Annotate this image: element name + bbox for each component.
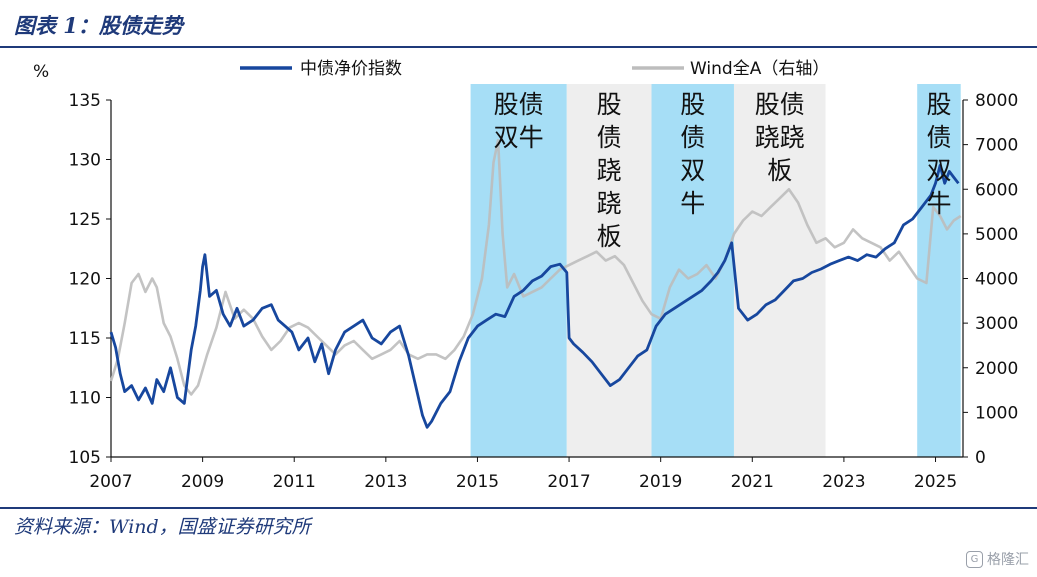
right-tick-label: 0: [975, 448, 986, 468]
right-tick-label: 3000: [975, 314, 1018, 334]
title-bar: 图表 1：股债走势: [0, 0, 1037, 48]
shaded-region-label: 债: [597, 123, 622, 152]
right-tick-label: 8000: [975, 91, 1018, 111]
right-tick-label: 1000: [975, 403, 1018, 423]
right-tick-label: 2000: [975, 359, 1018, 379]
shaded-region-label: 股: [680, 90, 705, 119]
shaded-region-label: 双牛: [494, 123, 544, 152]
chart: 105 110 115 120 125 130 135% 0 1000 2000 3000 4000 5…: [33, 59, 1018, 492]
x-tick-label: 2019: [639, 472, 682, 492]
shaded-region-bull: [917, 84, 961, 457]
left-axis-unit: %: [33, 62, 49, 82]
x-tick-label: 2017: [547, 472, 590, 492]
shaded-region-label: 跷: [597, 189, 622, 218]
legend: 中债净价指数 Wind全A（右轴）: [240, 59, 829, 79]
shaded-region-label: 债: [680, 123, 705, 152]
shaded-region-label: 板: [597, 222, 622, 251]
right-tick-label: 7000: [975, 136, 1018, 156]
x-tick-label: 2015: [456, 472, 499, 492]
x-tick-label: 2023: [822, 472, 865, 492]
right-tick-label: 4000: [975, 270, 1018, 290]
left-tick-label: 110: [69, 389, 101, 409]
left-tick-label: 115: [69, 329, 101, 349]
bond-series-line: [109, 163, 960, 429]
x-tick-label: 2007: [89, 472, 132, 492]
x-tick-label: 2009: [181, 472, 224, 492]
watermark-text: 格隆汇: [987, 552, 1029, 568]
left-tick-label: 105: [69, 448, 101, 468]
shaded-region-label: 跷跷: [755, 123, 805, 152]
legend-label-bond: 中债净价指数: [300, 59, 402, 79]
shaded-region-label: 牛: [680, 189, 705, 218]
chart-title: 图表 1：股债走势: [14, 13, 183, 38]
series-lines: [109, 138, 962, 429]
axes: 105 110 115 120 125 130 135% 0 1000 2000 3000 4000 5…: [33, 62, 1018, 492]
x-tick-label: 2025: [914, 472, 957, 492]
shaded-region-label: 板: [767, 156, 792, 185]
legend-label-equity: Wind全A（右轴）: [690, 59, 829, 79]
shaded-region-bull: [470, 84, 567, 457]
shaded-region-label: 债: [926, 123, 951, 152]
left-tick-label: 135: [69, 91, 101, 111]
shaded-regions: [470, 84, 961, 457]
right-tick-label: 5000: [975, 225, 1018, 245]
source-rule: [0, 507, 1037, 509]
left-tick-label: 125: [69, 210, 101, 230]
left-tick-label: 130: [69, 151, 101, 171]
x-tick-label: 2011: [273, 472, 316, 492]
left-tick-label: 120: [69, 270, 101, 290]
source-note: 资料来源：Wind，国盛证券研究所: [14, 516, 311, 538]
equity-series-line: [109, 138, 962, 396]
shaded-region-label: 双: [680, 156, 705, 185]
shaded-region-label: 牛: [926, 189, 951, 218]
watermark-logo-icon: G: [966, 550, 983, 568]
shaded-region-label: 股债: [755, 90, 805, 119]
shaded-region-label: 双: [926, 156, 951, 185]
shaded-region-label: 股: [926, 90, 951, 119]
right-tick-label: 6000: [975, 180, 1018, 200]
shaded-region-seesaw: [733, 84, 826, 457]
shaded-region-label: 股债: [494, 90, 544, 119]
shaded-region-seesaw: [566, 84, 652, 457]
x-tick-label: 2013: [364, 472, 407, 492]
shaded-region-label: 跷: [597, 156, 622, 185]
shaded-region-label: 股: [597, 90, 622, 119]
watermark: G 格隆汇: [966, 549, 1029, 569]
x-tick-label: 2021: [731, 472, 774, 492]
